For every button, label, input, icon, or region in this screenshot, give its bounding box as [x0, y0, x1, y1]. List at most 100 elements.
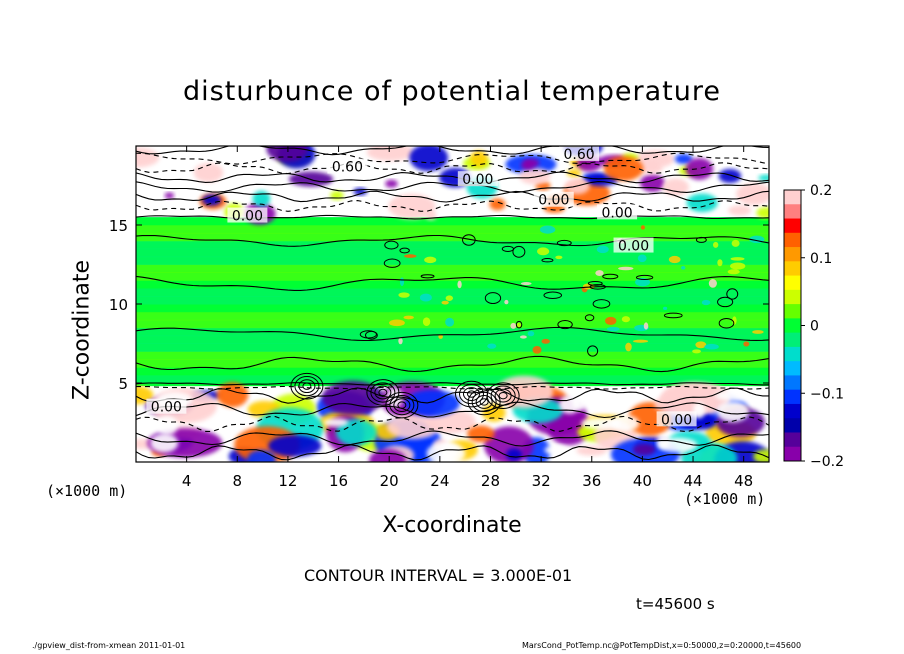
contour-line	[136, 401, 769, 419]
contour-label-text: 0.00	[618, 239, 649, 255]
ring-contour	[471, 391, 497, 413]
ring-contour	[290, 372, 324, 400]
colorbar-tick-label: 0.2	[810, 183, 832, 199]
y-tick-label: 15	[109, 217, 128, 235]
contour-label-text: 0.00	[232, 209, 263, 225]
mid-blob	[712, 241, 719, 248]
colorbar-swatch	[784, 432, 801, 448]
upper-blob	[489, 198, 506, 211]
contour-label-bg	[613, 237, 654, 253]
contour-line	[136, 385, 769, 390]
closed-contour	[587, 345, 599, 357]
closed-contour	[695, 236, 707, 243]
lower-puff	[544, 445, 570, 455]
mid-blob	[539, 225, 556, 234]
x-tick-label: 32	[532, 472, 551, 490]
field-band	[136, 248, 769, 258]
ring-contour	[374, 385, 392, 400]
closed-contour	[556, 239, 572, 247]
x-unit-left: (×1000 m)	[46, 482, 128, 500]
contour-label: 0.00	[146, 398, 187, 416]
mid-blob	[730, 262, 746, 270]
field-band	[136, 335, 769, 344]
ring-contour	[486, 382, 520, 409]
contour-label: 0.00	[613, 237, 654, 255]
mid-blob	[445, 317, 455, 327]
y-tick-label: 10	[109, 296, 128, 314]
ring-contour	[475, 395, 493, 409]
chart-title: disturbunce of potential temperature	[183, 76, 721, 107]
x-tick-label: 28	[481, 472, 500, 490]
lower-puff	[150, 433, 179, 453]
contour-line	[136, 146, 769, 156]
closed-contour	[584, 314, 595, 322]
contour-lines	[136, 146, 769, 461]
closed-contour	[635, 274, 654, 281]
lower-blob	[369, 449, 406, 462]
colorbar-swatch	[784, 346, 801, 362]
upper-blob	[566, 169, 582, 177]
lower-blob	[335, 419, 377, 446]
colorbar-tick-label: 0	[810, 319, 819, 335]
ring-contour	[370, 382, 396, 403]
mid-blob	[692, 349, 701, 354]
ring-contour	[389, 395, 415, 416]
colorbar-swatch	[784, 403, 801, 419]
mid-blob	[510, 322, 517, 329]
contour-line	[136, 387, 769, 404]
field-band	[136, 304, 769, 313]
upper-blob	[685, 158, 714, 180]
upper-blob	[603, 156, 644, 181]
mid-blob	[445, 295, 454, 301]
contour-label-bg	[227, 207, 268, 223]
mid-blob	[708, 279, 717, 288]
colorbar-swatch	[784, 361, 801, 376]
contour-line	[136, 234, 769, 247]
mid-blob	[730, 257, 745, 261]
lower-puff	[657, 437, 698, 453]
upper-blob	[266, 146, 308, 162]
closed-contour	[718, 317, 735, 329]
upper-blob	[662, 178, 689, 196]
colorbar-swatch	[784, 289, 801, 305]
colorbar-swatch	[784, 232, 801, 248]
colorbar-swatch	[784, 318, 801, 334]
field-band	[136, 375, 769, 384]
field-band	[136, 351, 769, 360]
mid-blob	[643, 322, 649, 330]
lower-puff	[581, 417, 621, 430]
upper-blob	[640, 174, 665, 192]
upper-blob	[385, 179, 398, 188]
closed-contour	[543, 291, 563, 300]
lower-blob	[268, 434, 322, 457]
closed-contour	[717, 296, 734, 308]
contour-interval: CONTOUR INTERVAL = 3.000E-01	[304, 566, 573, 585]
colorbar-tick-label: 0.1	[810, 251, 832, 267]
closed-contour	[512, 245, 526, 258]
lower-puff	[715, 390, 752, 402]
contour-label-text: 0.60	[564, 147, 595, 163]
ring-contour	[302, 382, 312, 390]
lower-blob	[404, 389, 460, 417]
field-band	[136, 225, 769, 234]
contour-label: 0.60	[327, 158, 368, 176]
x-tick-label: 8	[233, 472, 243, 490]
field-band	[136, 311, 769, 321]
x-tick-label: 16	[329, 472, 348, 490]
ring-contour	[458, 383, 484, 405]
mid-blob	[516, 322, 522, 328]
colorbar-swatch	[784, 275, 801, 291]
closed-contour	[589, 284, 606, 290]
lower-puff	[594, 393, 618, 411]
colorbar-swatch	[784, 218, 801, 234]
field-band	[136, 272, 769, 281]
mid-blob	[621, 316, 631, 323]
upper-blob	[202, 194, 222, 206]
closed-contour	[384, 240, 399, 250]
upper-blob	[470, 150, 488, 167]
contour-label-bg	[146, 398, 187, 414]
field-band	[136, 343, 769, 352]
upper-blob	[756, 207, 769, 219]
closed-contour	[484, 292, 502, 305]
